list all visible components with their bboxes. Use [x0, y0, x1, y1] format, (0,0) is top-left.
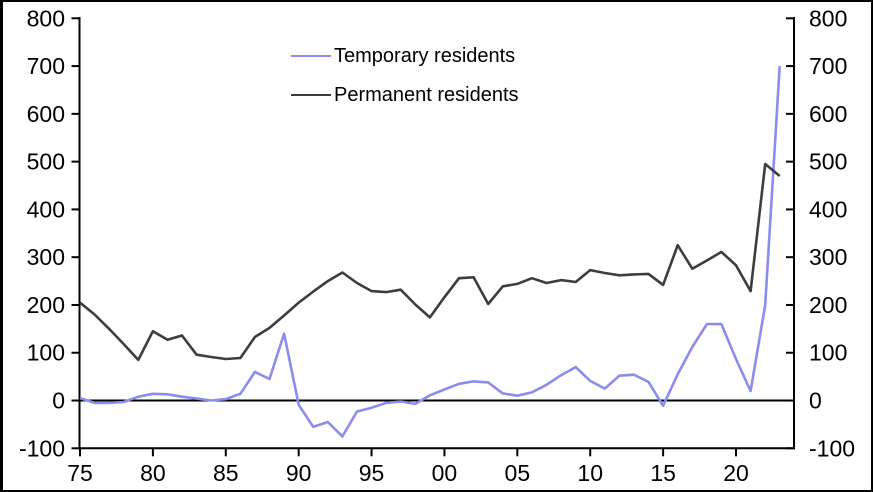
x-tick-label: 80 [140, 460, 166, 486]
y-tick-label-left: 0 [52, 388, 65, 414]
x-tick-label: 85 [213, 460, 239, 486]
x-tick-label: 95 [359, 460, 385, 486]
y-tick-label-right: 0 [809, 388, 822, 414]
y-tick-label-left: 200 [27, 292, 65, 318]
y-tick-label-left: -100 [19, 435, 65, 461]
legend: Temporary residents Permanent residents [291, 43, 519, 121]
temporary-residents-line-swatch [291, 54, 331, 58]
temporary-residents-line [79, 66, 781, 438]
y-tick-label-left: 700 [27, 53, 65, 79]
x-tick-label: 20 [723, 460, 749, 486]
x-tick-label: 00 [432, 460, 458, 486]
y-tick-label-right: 300 [809, 244, 847, 270]
x-tick-label: 10 [577, 460, 603, 486]
legend-item-temporary-residents: Temporary residents [291, 43, 519, 69]
x-tick-label: 75 [67, 460, 93, 486]
y-tick-label-right: 700 [809, 53, 847, 79]
legend-label-temporary-residents: Temporary residents [334, 44, 516, 67]
y-tick-label-left: 400 [27, 196, 65, 222]
x-tick-label: 90 [286, 460, 312, 486]
y-tick-label-left: 300 [27, 244, 65, 270]
y-tick-label-right: -100 [809, 435, 855, 461]
y-tick-label-right: 400 [809, 196, 847, 222]
permanent-residents-line [79, 162, 781, 362]
y-tick-label-right: 100 [809, 340, 847, 366]
y-tick-label-left: 800 [27, 5, 65, 31]
y-tick-label-right: 200 [809, 292, 847, 318]
y-tick-label-left: 500 [27, 149, 65, 175]
y-tick-label-right: 600 [809, 101, 847, 127]
y-tick-label-right: 800 [809, 5, 847, 31]
permanent-residents-line-swatch [291, 93, 331, 97]
y-tick-label-left: 600 [27, 101, 65, 127]
x-tick-label: 15 [650, 460, 676, 486]
y-tick-label-right: 500 [809, 149, 847, 175]
legend-item-permanent-residents: Permanent residents [291, 82, 519, 108]
legend-label-permanent-residents: Permanent residents [334, 83, 519, 106]
y-tick-label-left: 100 [27, 340, 65, 366]
x-tick-label: 05 [505, 460, 531, 486]
